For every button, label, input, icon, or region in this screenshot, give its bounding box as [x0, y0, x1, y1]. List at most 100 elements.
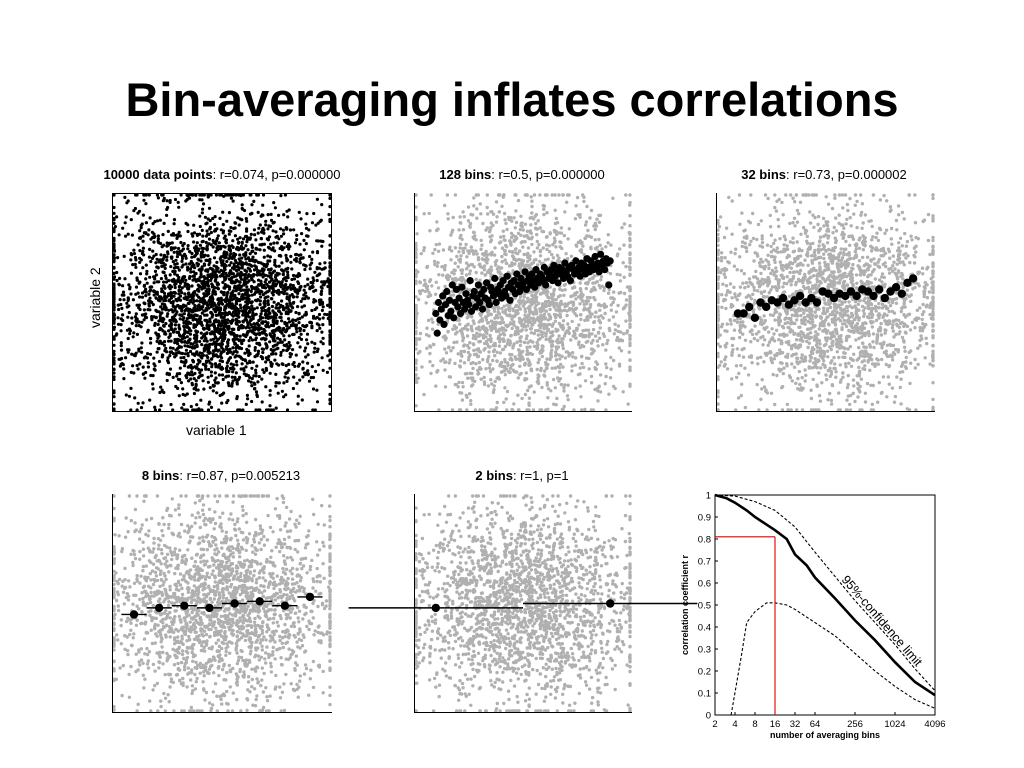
- data-point: [292, 295, 296, 299]
- data-point: [458, 322, 462, 326]
- data-point: [179, 240, 183, 245]
- data-point: [247, 279, 251, 283]
- data-point: [267, 312, 271, 316]
- data-point: [423, 278, 427, 282]
- data-point: [230, 320, 234, 325]
- data-point: [204, 240, 208, 245]
- data-point: [267, 235, 272, 239]
- data-point: [296, 402, 300, 406]
- data-point: [617, 346, 621, 350]
- data-point: [245, 393, 249, 397]
- data-point: [118, 298, 122, 302]
- data-point: [535, 263, 540, 267]
- data-point: [552, 236, 557, 240]
- data-point: [286, 305, 290, 309]
- data-point: [587, 335, 591, 339]
- data-point: [513, 257, 517, 261]
- data-point: [414, 205, 418, 209]
- data-point: [611, 315, 616, 319]
- data-point: [156, 322, 160, 327]
- data-point: [202, 339, 206, 343]
- data-point: [214, 239, 218, 243]
- data-point: [467, 392, 472, 396]
- data-point: [327, 213, 331, 217]
- data-point: [146, 233, 150, 237]
- data-point: [261, 350, 265, 355]
- data-point: [498, 193, 502, 197]
- data-point: [510, 326, 514, 331]
- data-point: [261, 305, 266, 310]
- data-point: [196, 249, 200, 253]
- data-point: [207, 237, 212, 241]
- data-point: [581, 365, 586, 370]
- data-point: [547, 296, 551, 300]
- data-point: [126, 350, 130, 354]
- data-point: [539, 330, 543, 334]
- data-point: [563, 383, 567, 387]
- data-point: [182, 324, 186, 328]
- data-point: [451, 293, 456, 297]
- data-point: [328, 278, 332, 283]
- data-point: [295, 295, 299, 299]
- data-point: [237, 292, 241, 296]
- data-point: [281, 305, 285, 309]
- data-point: [253, 332, 257, 336]
- data-point: [253, 386, 257, 391]
- data-point: [450, 408, 455, 412]
- data-point: [492, 309, 497, 313]
- data-point: [165, 258, 169, 262]
- data-point: [255, 364, 259, 368]
- data-point: [213, 279, 217, 283]
- data-point: [597, 336, 602, 340]
- data-point: [305, 338, 309, 342]
- data-point: [132, 248, 136, 252]
- data-point: [157, 341, 161, 345]
- data-point: [607, 287, 611, 292]
- data-point: [508, 292, 513, 296]
- data-point: [211, 268, 215, 272]
- data-point: [143, 193, 147, 197]
- data-point: [325, 370, 329, 374]
- data-point: [145, 269, 149, 273]
- data-point: [194, 247, 198, 251]
- data-point: [234, 359, 239, 364]
- data-point: [415, 232, 419, 236]
- data-point: [151, 222, 155, 226]
- data-point: [206, 291, 211, 295]
- data-point: [214, 193, 218, 197]
- data-point: [282, 213, 286, 217]
- data-point: [164, 308, 168, 312]
- data-point: [489, 265, 493, 269]
- data-point: [430, 317, 434, 321]
- data-point: [248, 315, 252, 319]
- data-point: [478, 408, 482, 412]
- data-point: [518, 343, 523, 348]
- data-point: [469, 324, 474, 329]
- data-point: [291, 301, 295, 305]
- data-point: [242, 367, 246, 371]
- data-point: [160, 258, 164, 262]
- data-point: [246, 266, 250, 270]
- data-point: [282, 277, 286, 281]
- data-point: [291, 283, 295, 288]
- data-point: [586, 228, 590, 233]
- data-point: [277, 309, 281, 313]
- data-point: [285, 302, 289, 306]
- data-point: [192, 391, 196, 396]
- data-point: [138, 236, 142, 240]
- data-point: [119, 341, 123, 345]
- data-point: [195, 232, 199, 236]
- data-point: [527, 359, 531, 363]
- data-point: [579, 395, 583, 399]
- data-point: [298, 242, 302, 246]
- data-point: [310, 308, 314, 313]
- data-point: [293, 241, 298, 245]
- data-point: [225, 296, 229, 300]
- data-point: [432, 342, 436, 347]
- data-point: [274, 352, 278, 356]
- data-point: [480, 252, 485, 256]
- data-point: [188, 332, 192, 336]
- data-point: [204, 294, 209, 298]
- data-point: [550, 339, 555, 344]
- data-point: [478, 332, 482, 337]
